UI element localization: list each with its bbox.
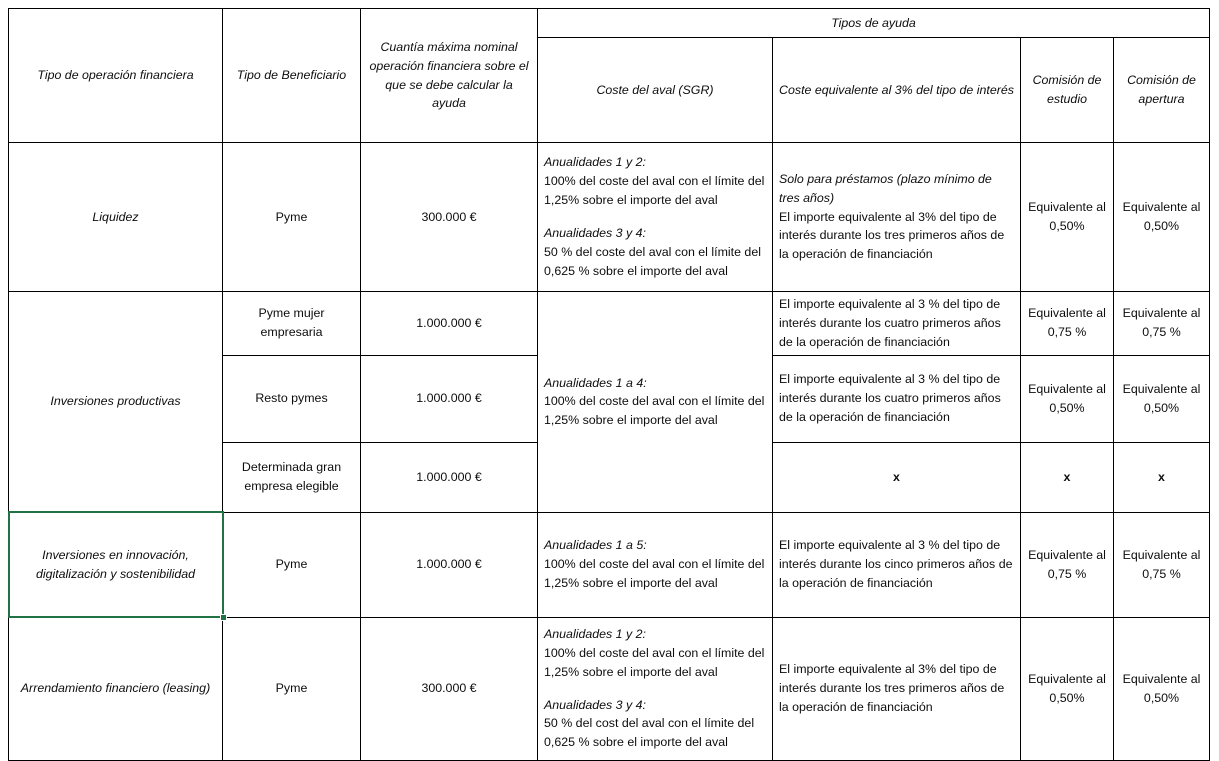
cell-study-fee-leasing[interactable]: Equivalente al 0,50% [1020,616,1114,761]
cell-max-amount-leasing[interactable]: 300.000 € [360,616,538,761]
cell-opening-fee-leasing[interactable]: Equivalente al 0,50% [1113,616,1210,761]
cell-interest-resto-pymes[interactable]: El importe equivalente al 3 % del tipo d… [772,354,1021,443]
cell-beneficiary-pyme-mujer[interactable]: Pyme mujer empresaria [222,291,361,356]
paragraph-gap [544,682,766,696]
interest-body: El importe equivalente al 3% del tipo de… [779,209,1005,262]
fill-handle[interactable] [219,614,227,622]
cell-beneficiary-leasing[interactable]: Pyme [222,616,361,761]
header-study-fee: Comisión de estudio [1020,37,1114,143]
aval-title-1: Anualidades 1 a 4: [544,375,647,390]
cell-beneficiary-innovacion[interactable]: Pyme [222,511,361,618]
cell-aval-leasing[interactable]: Anualidades 1 y 2: 100% del coste del av… [537,616,773,761]
header-aval-cost: Coste del aval (SGR) [537,37,773,143]
header-opening-fee: Comisión de apertura [1113,37,1210,143]
header-aid-types-group: Tipos de ayuda [537,8,1210,38]
cell-interest-gran-empresa-x-mark[interactable]: x [772,441,1021,513]
cell-interest-innovacion[interactable]: El importe equivalente al 3 % del tipo d… [772,511,1021,618]
cell-opening-fee-liquidez[interactable]: Equivalente al 0,50% [1113,142,1210,292]
cell-max-amount-resto-pymes[interactable]: 1.000.000 € [360,354,538,443]
spreadsheet-canvas: Tipo de operación financiera Tipo de Ben… [7,8,1210,761]
cell-study-fee-gran-empresa-x-mark[interactable]: x [1020,441,1114,513]
cell-beneficiary-gran-empresa[interactable]: Determinada gran empresa elegible [222,441,361,513]
aval-body-1: 100% del coste del aval con el límite de… [544,557,765,590]
table-row: Resto pymes 1.000.000 € El importe equiv… [9,354,1210,443]
cell-operation-inversiones-productivas[interactable]: Inversiones productivas [8,291,223,513]
aval-body-1: 100% del coste del aval con el límite de… [544,394,765,428]
cell-interest-leasing[interactable]: El importe equivalente al 3% del tipo de… [772,616,1021,761]
aval-title-1: Anualidades 1 a 5: [544,538,647,553]
aval-title-1: Anualidades 1 y 2: [544,155,646,170]
cell-aval-inversiones-productivas[interactable]: Anualidades 1 a 4: 100% del coste del av… [537,291,773,513]
cell-aval-liquidez[interactable]: Anualidades 1 y 2: 100% del coste del av… [537,142,773,292]
cell-interest-liquidez[interactable]: Solo para préstamos (plazo mínimo de tre… [772,142,1021,292]
cell-aval-innovacion[interactable]: Anualidades 1 a 5: 100% del coste del av… [537,511,773,618]
table-row-selected: Inversiones en innovación, digitalizació… [8,511,1210,618]
cell-operation-leasing[interactable]: Arrendamiento financiero (leasing) [8,616,223,761]
cell-study-fee-pyme-mujer[interactable]: Equivalente al 0,75 % [1020,291,1114,356]
header-operation-type: Tipo de operación financiera [8,8,223,143]
cell-opening-fee-innovacion[interactable]: Equivalente al 0,75 % [1113,511,1210,618]
paragraph-gap [544,210,766,224]
table-header-group-row: Tipo de operación financiera Tipo de Ben… [8,8,1210,143]
cell-opening-fee-gran-empresa-x-mark[interactable]: x [1113,441,1210,513]
header-beneficiary-type: Tipo de Beneficiario [222,8,361,143]
cell-study-fee-innovacion[interactable]: Equivalente al 0,75 % [1020,511,1114,618]
cell-opening-fee-resto-pymes[interactable]: Equivalente al 0,50% [1113,354,1210,443]
cell-max-amount-liquidez[interactable]: 300.000 € [360,142,538,292]
aval-title-1: Anualidades 1 y 2: [544,627,646,641]
table-row: Inversiones productivas Pyme mujer empre… [8,291,1210,513]
cell-max-amount-innovacion[interactable]: 1.000.000 € [360,511,538,618]
table-row: Determinada gran empresa elegible 1.000.… [9,441,1210,513]
header-max-amount: Cuantía máxima nominal operación financi… [360,8,538,143]
cell-operation-innovacion[interactable]: Inversiones en innovación, digitalizació… [8,511,223,618]
aval-body-2: 50 % del cost del aval con el límite del… [544,716,755,750]
cell-max-amount-gran-empresa[interactable]: 1.000.000 € [360,441,538,513]
aval-title-2: Anualidades 3 y 4: [544,697,646,712]
table-row: Liquidez Pyme 300.000 € Anualidades 1 y … [8,142,1210,292]
cell-operation-liquidez[interactable]: Liquidez [8,142,223,292]
table-row: Arrendamiento financiero (leasing) Pyme … [8,616,1210,761]
cell-study-fee-liquidez[interactable]: Equivalente al 0,50% [1020,142,1114,292]
aid-types-table: Tipo de operación financiera Tipo de Ben… [8,8,1210,761]
cell-beneficiary-resto-pymes[interactable]: Resto pymes [222,354,361,443]
table-header-row: Coste del aval (SGR) Coste equivalente a… [9,37,1210,143]
cell-beneficiary-liquidez[interactable]: Pyme [222,142,361,292]
interest-note: Solo para préstamos (plazo mínimo de tre… [779,171,992,205]
cell-study-fee-resto-pymes[interactable]: Equivalente al 0,50% [1020,354,1114,443]
cell-interest-pyme-mujer[interactable]: El importe equivalente al 3 % del tipo d… [772,291,1021,356]
aval-title-2: Anualidades 3 y 4: [544,226,646,240]
aval-body-2: 50 % del coste del aval con el límite de… [544,244,761,278]
cell-max-amount-pyme-mujer[interactable]: 1.000.000 € [360,291,538,356]
cell-opening-fee-pyme-mujer[interactable]: Equivalente al 0,75 % [1113,291,1210,356]
aval-body-1: 100% del coste del aval con el límite de… [544,174,765,208]
header-interest-equivalent: Coste equivalente al 3% del tipo de inte… [772,37,1021,143]
aval-body-1: 100% del coste del aval con el límite de… [544,645,765,679]
